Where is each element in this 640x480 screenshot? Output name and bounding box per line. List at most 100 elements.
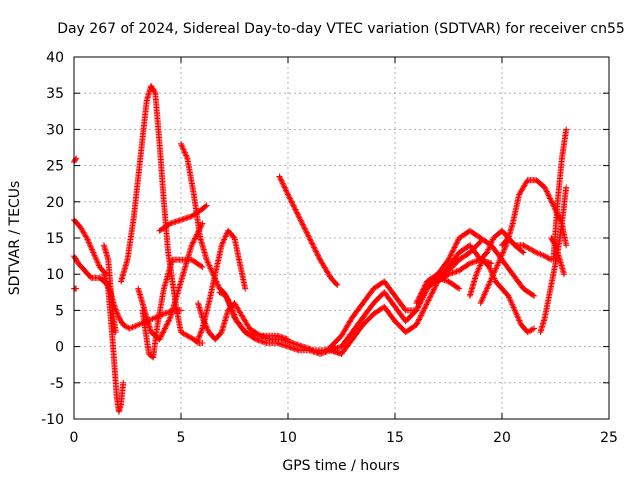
data-point	[89, 248, 96, 255]
data-point	[121, 322, 128, 329]
data-point	[72, 156, 79, 163]
data-point	[501, 245, 508, 252]
data-point	[521, 242, 528, 249]
data-point	[433, 281, 440, 288]
data-point	[178, 329, 184, 336]
data-point	[500, 248, 507, 255]
x-tick-label: 10	[279, 430, 297, 446]
data-point	[454, 237, 461, 244]
data-point	[161, 326, 168, 333]
data-point	[426, 296, 433, 303]
data-point	[493, 265, 500, 272]
data-point	[226, 303, 233, 310]
data-point	[228, 305, 235, 312]
data-point	[546, 194, 553, 201]
data-point	[446, 254, 453, 261]
data-point	[506, 294, 513, 301]
data-point	[206, 262, 213, 269]
data-points	[71, 82, 570, 415]
data-point	[482, 288, 489, 295]
data-point	[197, 329, 204, 336]
data-point	[450, 247, 457, 254]
data-point	[228, 307, 235, 314]
data-point	[315, 254, 322, 261]
data-point	[510, 304, 517, 311]
data-point	[88, 246, 95, 253]
data-point	[511, 305, 518, 312]
data-point	[488, 260, 495, 267]
data-point	[416, 316, 423, 323]
data-point	[311, 245, 318, 252]
data-point	[309, 241, 316, 248]
data-point	[524, 244, 531, 251]
data-point	[481, 291, 488, 298]
data-point	[92, 253, 99, 260]
data-point	[287, 195, 294, 202]
data-point	[418, 312, 425, 319]
data-point	[178, 140, 184, 147]
series-track-23	[499, 235, 555, 263]
data-point	[456, 285, 463, 292]
data-point	[486, 279, 493, 286]
y-tick-label: 5	[55, 303, 64, 319]
data-point	[415, 317, 422, 324]
data-point	[297, 215, 304, 222]
series-track-21	[466, 256, 538, 336]
y-tick-label: 20	[46, 195, 64, 211]
data-point	[216, 289, 223, 296]
data-point	[223, 294, 230, 301]
data-point	[220, 237, 227, 244]
data-point	[158, 332, 165, 339]
data-point	[284, 190, 291, 197]
data-point	[489, 272, 496, 279]
data-point	[477, 300, 484, 307]
data-point	[120, 321, 127, 328]
data-point	[426, 294, 433, 301]
data-point	[506, 295, 513, 302]
data-point	[307, 236, 314, 243]
data-point	[544, 254, 551, 261]
data-point	[415, 296, 422, 303]
data-point	[429, 289, 436, 296]
data-point	[230, 313, 237, 320]
data-point	[166, 315, 173, 322]
data-point	[534, 250, 541, 257]
data-point	[486, 265, 493, 272]
data-point	[413, 307, 420, 314]
data-point	[421, 305, 428, 312]
data-point	[527, 327, 534, 334]
data-point	[135, 321, 142, 328]
data-point	[542, 185, 549, 192]
data-point	[190, 238, 197, 245]
data-point	[547, 196, 554, 203]
data-point	[511, 307, 518, 314]
data-point	[188, 334, 195, 341]
data-point	[162, 324, 169, 331]
x-tick-label: 20	[493, 430, 511, 446]
data-point	[283, 187, 290, 194]
data-point	[430, 286, 437, 293]
data-point	[494, 261, 501, 268]
x-tick-label: 0	[70, 430, 79, 446]
data-point	[451, 244, 458, 251]
data-point	[546, 255, 553, 262]
data-point	[196, 332, 203, 339]
data-point	[530, 248, 537, 255]
data-point	[313, 249, 320, 256]
data-point	[447, 252, 454, 259]
data-point	[512, 308, 519, 315]
data-point	[485, 282, 492, 289]
data-point	[90, 250, 97, 257]
data-point	[179, 143, 186, 150]
data-point	[229, 310, 236, 317]
data-point	[513, 310, 520, 317]
data-point	[529, 326, 536, 333]
data-point	[533, 249, 540, 256]
data-point	[312, 247, 319, 254]
data-point	[215, 282, 222, 289]
series-track-6	[100, 242, 119, 336]
data-point	[242, 285, 249, 292]
data-point	[161, 325, 168, 332]
data-point	[487, 240, 494, 247]
data-point	[293, 209, 300, 216]
